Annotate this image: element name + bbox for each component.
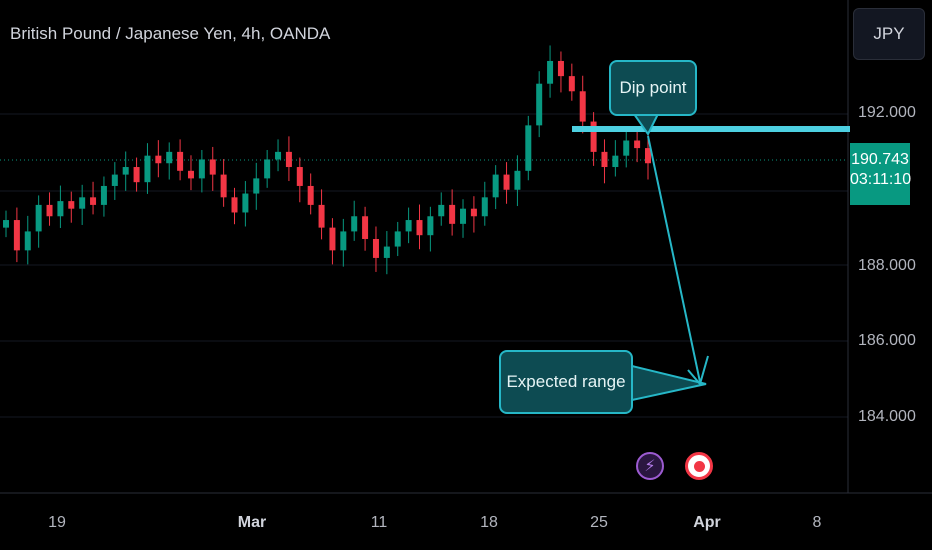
- candle-body: [536, 83, 543, 126]
- candle-body: [590, 121, 597, 152]
- candlesticks: [3, 45, 651, 275]
- candle-body: [187, 170, 194, 179]
- candle-body: [133, 167, 140, 183]
- candle-body: [405, 220, 412, 232]
- candle-body: [481, 197, 488, 217]
- candle-body: [514, 170, 521, 190]
- price-tick: 184.000: [858, 408, 916, 425]
- candle-body: [470, 208, 477, 217]
- candle-body: [601, 151, 608, 168]
- candle-body: [24, 231, 31, 251]
- candle-body: [220, 174, 227, 198]
- candle-body: [35, 204, 42, 232]
- candle-body: [177, 151, 184, 171]
- candle-body: [372, 238, 379, 258]
- candle-body: [285, 151, 292, 168]
- candle-body: [362, 216, 369, 239]
- candle-body: [438, 204, 445, 217]
- candle-body: [209, 159, 216, 175]
- candle-body: [557, 60, 564, 77]
- candle-body: [275, 151, 282, 160]
- candle-body: [68, 201, 75, 209]
- candle-body: [111, 174, 118, 186]
- candle-body: [416, 220, 423, 236]
- time-tick: Apr: [693, 514, 721, 531]
- candle-body: [122, 167, 129, 175]
- callout-range-pointer: [631, 364, 707, 402]
- grid: [0, 0, 932, 494]
- candle-body: [231, 197, 238, 213]
- candle-body: [90, 197, 97, 205]
- candle-body: [351, 216, 358, 232]
- lightning-icon[interactable]: ⚡: [636, 452, 664, 480]
- candle-body: [394, 231, 401, 247]
- chart-title: British Pound / Japanese Yen, 4h, OANDA: [10, 24, 331, 43]
- record-icon[interactable]: [685, 452, 713, 480]
- candle-body: [296, 167, 303, 186]
- currency-button[interactable]: JPY: [853, 8, 925, 60]
- candle-body: [3, 220, 9, 228]
- candle-body: [13, 220, 20, 251]
- record-dot: [693, 460, 705, 472]
- bar-countdown: 03:11:10: [850, 171, 912, 188]
- candle-body: [568, 76, 575, 92]
- candle-body: [623, 140, 630, 156]
- candle-body: [166, 151, 173, 164]
- candle-body: [329, 227, 336, 251]
- candle-body: [79, 197, 86, 209]
- candle-body: [242, 193, 249, 213]
- candle-body: [449, 204, 456, 224]
- candle-body: [198, 159, 205, 179]
- candle-body: [427, 216, 434, 236]
- last-price-label: 190.743 03:11:10: [850, 143, 912, 205]
- candle-body: [383, 246, 390, 258]
- price-tick: 188.000: [858, 257, 916, 274]
- candle-body: [155, 155, 162, 164]
- candle-body: [307, 185, 314, 205]
- price-tick: 186.000: [858, 332, 916, 349]
- callout-dip-point[interactable]: Dip point: [609, 60, 697, 116]
- candle-body: [57, 201, 64, 217]
- candle-body: [612, 155, 619, 168]
- candle-body: [503, 174, 510, 190]
- time-tick: 19: [48, 514, 66, 531]
- candle-body: [547, 60, 554, 84]
- time-tick: 18: [480, 514, 498, 531]
- price-tick: 192.000: [858, 104, 916, 121]
- candle-body: [100, 185, 107, 205]
- candle-body: [253, 178, 260, 194]
- candle-body: [46, 204, 53, 217]
- candle-body: [579, 91, 586, 122]
- candle-body: [492, 174, 499, 198]
- candle-body: [144, 155, 151, 183]
- candle-body: [340, 231, 347, 251]
- candle-body: [264, 159, 271, 179]
- time-tick: Mar: [237, 514, 267, 531]
- candle-body: [525, 125, 532, 171]
- candle-body: [645, 148, 651, 164]
- time-tick: 11: [370, 514, 388, 531]
- projection-arrow[interactable]: [647, 135, 709, 387]
- candle-body: [460, 208, 467, 224]
- candle-body: [634, 140, 641, 149]
- callout-expected-range[interactable]: Expected range: [499, 350, 633, 414]
- last-price-value: 190.743: [851, 151, 909, 168]
- time-tick: 8: [812, 514, 822, 531]
- candle-body: [318, 204, 325, 228]
- resistance-line[interactable]: [572, 126, 850, 132]
- time-tick: 25: [590, 514, 608, 531]
